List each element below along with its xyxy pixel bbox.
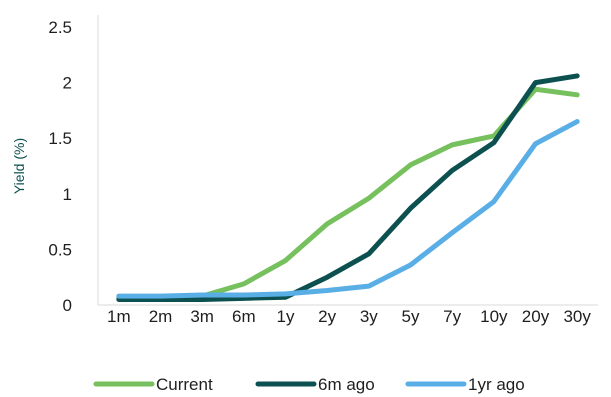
x-tick-label: 3y <box>360 307 378 326</box>
y-tick-label: 0.5 <box>48 240 72 259</box>
legend-label-current: Current <box>156 375 213 394</box>
y-tick-label: 2 <box>63 74 72 93</box>
x-tick-label: 20y <box>522 307 550 326</box>
x-tick-label: 7y <box>443 307 461 326</box>
series-lines <box>116 73 580 302</box>
x-tick-label: 2y <box>318 307 336 326</box>
series-line-6m-ago <box>116 73 580 302</box>
x-tick-label: 30y <box>563 307 591 326</box>
x-tick-label: 6m <box>232 307 256 326</box>
series-line-1yr-ago <box>116 119 580 299</box>
legend-label-1yr-ago: 1yr ago <box>468 375 525 394</box>
y-tick-labels: 0 0.5 1 1.5 2 2.5 <box>48 18 72 315</box>
x-tick-label: 2m <box>149 307 173 326</box>
legend-label-6m-ago: 6m ago <box>318 375 375 394</box>
y-tick-label: 0 <box>63 296 72 315</box>
y-tick-label: 1.5 <box>48 129 72 148</box>
x-tick-label: 3m <box>190 307 214 326</box>
y-tick-label: 1 <box>63 185 72 204</box>
x-tick-labels: 1m 2m 3m 6m 1y 2y 3y 5y 7y 10y 20y 30y <box>107 307 591 326</box>
x-tick-label: 1m <box>107 307 131 326</box>
x-tick-label: 1y <box>277 307 295 326</box>
x-tick-label: 5y <box>402 307 420 326</box>
y-axis-title: Yield (%) <box>11 138 27 194</box>
y-tick-label: 2.5 <box>48 18 72 37</box>
legend: Current 6m ago 1yr ago <box>93 375 525 394</box>
x-tick-label: 10y <box>480 307 508 326</box>
